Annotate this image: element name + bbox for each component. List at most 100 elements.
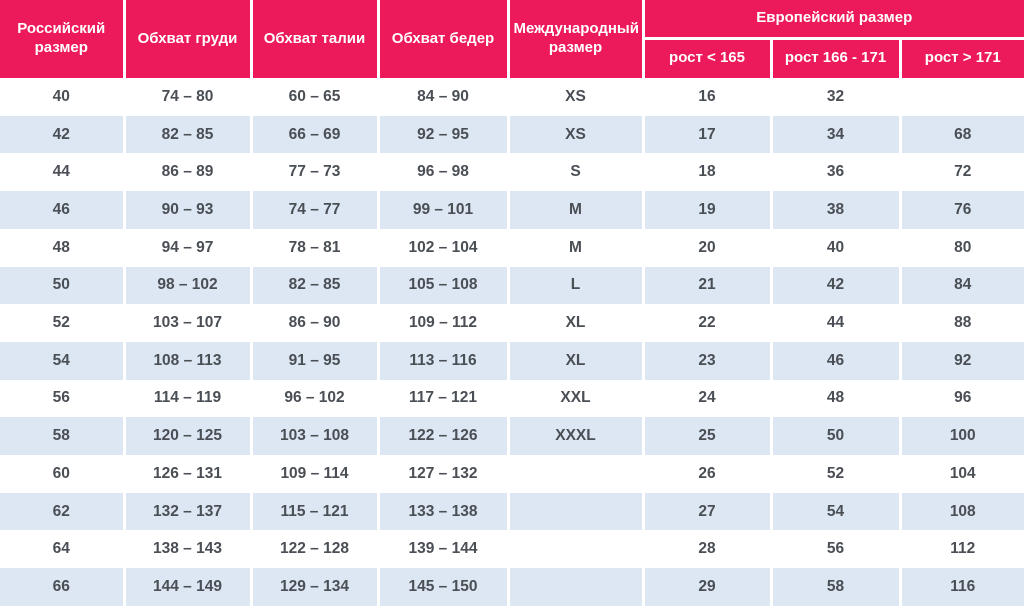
table-row: 50 98 – 102 82 – 85 105 – 108 L 21 42 84 — [0, 266, 1024, 305]
cell: XS — [508, 115, 645, 154]
cell: 114 – 119 — [124, 379, 253, 418]
cell: 133 – 138 — [378, 492, 510, 531]
cell: 90 – 93 — [124, 191, 253, 229]
cell: 27 — [643, 492, 773, 531]
cell: 127 – 132 — [378, 455, 510, 493]
cell: 32 — [771, 78, 902, 116]
cell: 18 — [643, 153, 773, 192]
cell: 120 – 125 — [124, 417, 253, 456]
cell: 96 — [900, 379, 1024, 418]
cell: 66 – 69 — [251, 115, 380, 154]
cell: 84 — [900, 266, 1024, 305]
cell: 66 — [0, 568, 126, 606]
cell: 42 — [0, 115, 126, 154]
cell: 138 – 143 — [124, 530, 253, 569]
cell: XS — [508, 78, 645, 116]
cell: 74 – 77 — [251, 191, 380, 229]
header-height-166-171: рост 166 - 171 — [771, 38, 902, 78]
cell: 20 — [643, 228, 773, 267]
cell: 44 — [0, 153, 126, 192]
cell: 74 – 80 — [124, 78, 253, 116]
header-waist: Обхват талии — [251, 0, 380, 78]
cell: 92 — [900, 341, 1024, 380]
cell — [508, 455, 645, 493]
cell: 86 – 90 — [251, 304, 380, 342]
cell: 48 — [0, 228, 126, 267]
cell: 99 – 101 — [378, 191, 510, 229]
cell: 58 — [0, 417, 126, 456]
cell: 84 – 90 — [378, 78, 510, 116]
cell: 38 — [771, 191, 902, 229]
cell: 109 – 114 — [251, 455, 380, 493]
table-row: 62 132 – 137 115 – 121 133 – 138 27 54 108 — [0, 492, 1024, 531]
cell: 88 — [900, 304, 1024, 342]
cell: 117 – 121 — [378, 379, 510, 418]
table-row: 42 82 – 85 66 – 69 92 – 95 XS 17 34 68 — [0, 115, 1024, 154]
cell: 76 — [900, 191, 1024, 229]
cell: 122 – 126 — [378, 417, 510, 456]
cell: 25 — [643, 417, 773, 456]
table-row: 48 94 – 97 78 – 81 102 – 104 M 20 40 80 — [0, 228, 1024, 267]
table-row: 56 114 – 119 96 – 102 117 – 121 XXL 24 48 96 — [0, 379, 1024, 418]
table-row: 66 144 – 149 129 – 134 145 – 150 29 58 116 — [0, 568, 1024, 606]
cell: 104 — [900, 455, 1024, 493]
cell: 68 — [900, 115, 1024, 154]
cell: 116 — [900, 568, 1024, 606]
cell: 48 — [771, 379, 902, 418]
cell: 46 — [0, 191, 126, 229]
cell: 29 — [643, 568, 773, 606]
cell: 54 — [0, 341, 126, 380]
cell: 23 — [643, 341, 773, 380]
cell: XXXL — [508, 417, 645, 456]
cell: M — [508, 191, 645, 229]
table-row: 46 90 – 93 74 – 77 99 – 101 M 19 38 76 — [0, 191, 1024, 229]
header-height-lt-165: рост < 165 — [643, 38, 773, 78]
cell: 86 – 89 — [124, 153, 253, 192]
cell: 19 — [643, 191, 773, 229]
header-international-size: Международный размер — [508, 0, 645, 78]
cell: 109 – 112 — [378, 304, 510, 342]
cell: 17 — [643, 115, 773, 154]
cell: 103 – 107 — [124, 304, 253, 342]
cell: 96 – 98 — [378, 153, 510, 192]
cell: 52 — [0, 304, 126, 342]
cell: XL — [508, 341, 645, 380]
cell: 26 — [643, 455, 773, 493]
cell: 105 – 108 — [378, 266, 510, 305]
cell — [508, 530, 645, 569]
cell: 96 – 102 — [251, 379, 380, 418]
cell: 126 – 131 — [124, 455, 253, 493]
cell: 78 – 81 — [251, 228, 380, 267]
cell: 58 — [771, 568, 902, 606]
cell: 132 – 137 — [124, 492, 253, 531]
cell: 145 – 150 — [378, 568, 510, 606]
cell: 82 – 85 — [251, 266, 380, 305]
cell — [508, 568, 645, 606]
cell: 42 — [771, 266, 902, 305]
cell: 112 — [900, 530, 1024, 569]
header-row-top: Российский размер Обхват груди Обхват та… — [0, 0, 1024, 78]
cell: 103 – 108 — [251, 417, 380, 456]
cell: 46 — [771, 341, 902, 380]
cell: 80 — [900, 228, 1024, 267]
cell — [508, 492, 645, 531]
cell: 129 – 134 — [251, 568, 380, 606]
table-row: 64 138 – 143 122 – 128 139 – 144 28 56 112 — [0, 530, 1024, 569]
cell: 44 — [771, 304, 902, 342]
cell: M — [508, 228, 645, 267]
cell: 24 — [643, 379, 773, 418]
header-chest: Обхват груди — [124, 0, 253, 78]
table-row: 44 86 – 89 77 – 73 96 – 98 S 18 36 72 — [0, 153, 1024, 192]
cell: 122 – 128 — [251, 530, 380, 569]
cell: L — [508, 266, 645, 305]
cell: 56 — [0, 379, 126, 418]
cell: 16 — [643, 78, 773, 116]
cell: 54 — [771, 492, 902, 531]
cell: 92 – 95 — [378, 115, 510, 154]
cell: 40 — [771, 228, 902, 267]
cell: 91 – 95 — [251, 341, 380, 380]
cell: 60 – 65 — [251, 78, 380, 116]
cell: S — [508, 153, 645, 192]
header-row-sub: рост < 165 рост 166 - 171 рост > 171 — [0, 38, 1024, 78]
